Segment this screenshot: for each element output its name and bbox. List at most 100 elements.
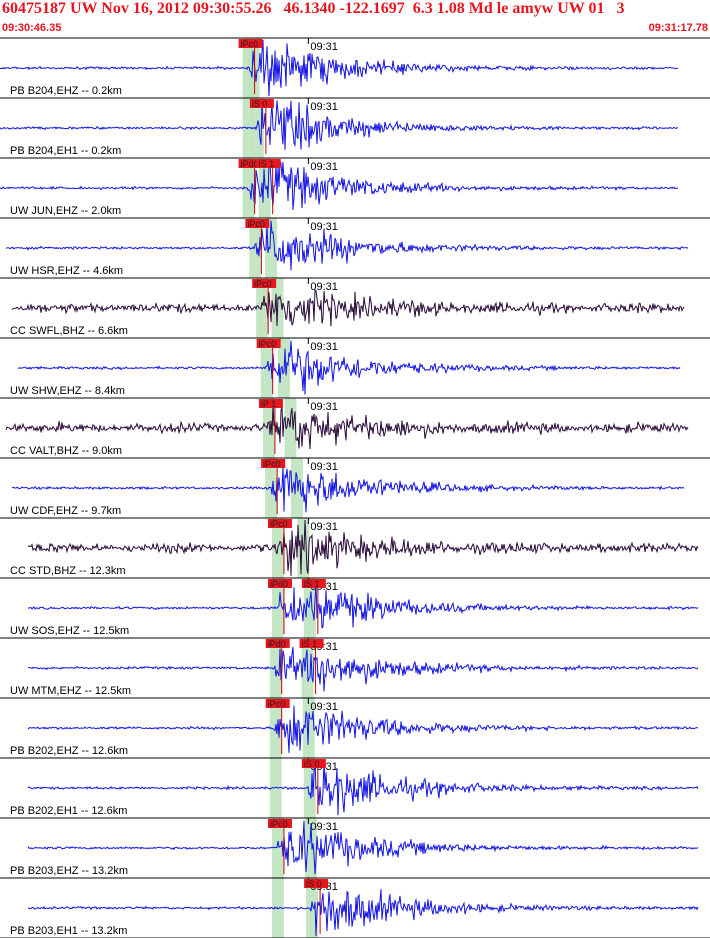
pick-label: iPd0 — [268, 639, 286, 649]
pick-flag — [267, 819, 292, 828]
pick-flag — [245, 219, 270, 228]
pick-flag — [238, 159, 263, 168]
trace-label: PB B204,EH1 -- 0.2km — [10, 145, 121, 157]
time-end-label: 09:31:17.78 — [648, 22, 708, 34]
p-wave-band-segment — [271, 818, 284, 878]
pick-flag — [265, 699, 290, 708]
trace-label: UW JUN,EHZ -- 2.0km — [10, 205, 121, 217]
pick-label: iS 0 — [306, 879, 322, 889]
minute-label: 09:31 — [310, 341, 338, 353]
pick-label: iP 1 — [261, 399, 276, 409]
pick-label: iPc0 — [247, 219, 265, 229]
p-wave-band-segment — [249, 218, 262, 278]
trace-label: PB B202,EHZ -- 12.6km — [10, 745, 128, 757]
pick-label: iPc0 — [254, 279, 272, 289]
event-header: 60475187 UW Nov 16, 2012 09:30:55.26 46.… — [2, 0, 625, 17]
waveform — [0, 39, 679, 97]
trace-row: 09:31 iPc0 CC STD,BHZ -- 12.3km — [0, 518, 710, 579]
s-wave-band-segment — [258, 158, 271, 218]
s-wave-band-segment — [303, 758, 316, 818]
p-wave-band-segment — [256, 278, 269, 338]
pick-flag — [267, 579, 292, 588]
trace-row: 09:31 iPc0 PB B203,EHZ -- 13.2km — [0, 818, 710, 879]
minute-label: 09:31 — [310, 521, 338, 533]
pick-flag — [267, 519, 292, 528]
p-wave-band-segment — [262, 398, 275, 458]
s-wave-band-segment — [284, 398, 297, 458]
trace-label: UW SHW,EHZ -- 8.4km — [10, 385, 125, 397]
pick-flag — [256, 339, 281, 348]
trace-row: 09:31 iPc0 UW CDF,EHZ -- 9.7km — [0, 458, 710, 519]
trace-label: UW SOS,EHZ -- 12.5km — [10, 625, 129, 637]
pick-label: iS 1 — [259, 159, 275, 169]
waveform — [27, 820, 699, 875]
minute-label: 09:31 — [310, 281, 338, 293]
s-wave-band-segment — [290, 458, 303, 518]
minute-label: 09:31 — [310, 221, 338, 233]
waveform — [27, 759, 699, 816]
trace-label: PB B204,EHZ -- 0.2km — [10, 85, 122, 97]
waveform — [17, 340, 681, 395]
pick-flag — [301, 759, 326, 768]
waveform — [5, 220, 689, 271]
trace-row: 09:31 iPc0 CC SWFL,BHZ -- 6.6km — [0, 278, 710, 339]
pick-label: iPc0 — [263, 459, 281, 469]
minute-label: 09:31 — [310, 701, 338, 713]
s-wave-band-segment — [247, 38, 260, 98]
waveform — [5, 404, 689, 450]
p-wave-band-segment — [269, 638, 282, 698]
waveform — [27, 583, 699, 629]
pick-flag — [256, 159, 281, 168]
trace-row: 09:31 iP 1 CC VALT,BHZ -- 9.0km — [0, 398, 710, 459]
trace-label: PB B203,EHZ -- 13.2km — [10, 865, 128, 877]
waveform — [27, 889, 699, 937]
pick-label: iPd0 — [241, 159, 259, 169]
trace-label: UW CDF,EHZ -- 9.7km — [10, 505, 121, 517]
minute-label: 09:31 — [310, 161, 338, 173]
p-wave-band-segment — [242, 158, 255, 218]
trace-row: 09:31 iPd0 iS 1 UW JUN,EHZ -- 2.0km — [0, 158, 710, 219]
pick-label: iS 0 — [304, 759, 320, 769]
pick-flag — [299, 639, 324, 648]
pick-label: iPc0 — [241, 39, 259, 49]
trace-label: CC STD,BHZ -- 12.3km — [10, 565, 126, 577]
pick-flag — [249, 99, 274, 108]
minute-label: 09:31 — [310, 401, 338, 413]
pick-flag — [238, 39, 263, 48]
waveform — [27, 646, 699, 692]
pick-label: iS 0 — [252, 99, 268, 109]
s-wave-band-segment — [303, 578, 316, 638]
pick-flag — [301, 579, 326, 588]
minute-label: 09:31 — [310, 101, 338, 113]
waveform — [0, 99, 678, 150]
waveform — [0, 159, 679, 210]
pick-flag — [261, 459, 286, 468]
waveform — [27, 519, 699, 577]
trace-row: 09:31 iPc0 UW HSR,EHZ -- 4.6km — [0, 218, 710, 279]
pick-label: iS 1 — [302, 639, 318, 649]
trace-row: 09:31 iS 0 PB B204,EH1 -- 0.2km — [0, 98, 710, 159]
p-wave-band-segment — [271, 578, 284, 638]
pick-flag — [265, 639, 290, 648]
trace-label: CC SWFL,BHZ -- 6.6km — [10, 325, 128, 337]
minute-label: 09:31 — [310, 821, 338, 833]
s-wave-band-segment — [265, 218, 278, 278]
trace-label: CC VALT,BHZ -- 9.0km — [10, 445, 122, 457]
waveform — [11, 466, 685, 513]
trace-label: PB B203,EH1 -- 13.2km — [10, 925, 127, 937]
s-wave-band-segment — [306, 878, 319, 938]
pick-flag — [252, 279, 277, 288]
pick-flag — [304, 879, 329, 888]
pick-label: iPc0 — [259, 339, 277, 349]
trace-label: PB B202,EH1 -- 12.6km — [10, 805, 127, 817]
trace-label: UW MTM,EHZ -- 12.5km — [10, 685, 131, 697]
waveform — [27, 705, 699, 753]
pick-label: iPc0 — [270, 819, 288, 829]
trace-row: 09:31 iPc0 PB B202,EHZ -- 12.6km — [0, 698, 710, 759]
pick-label: iPc0 — [270, 519, 288, 529]
pick-label: iPc0 — [268, 699, 286, 709]
